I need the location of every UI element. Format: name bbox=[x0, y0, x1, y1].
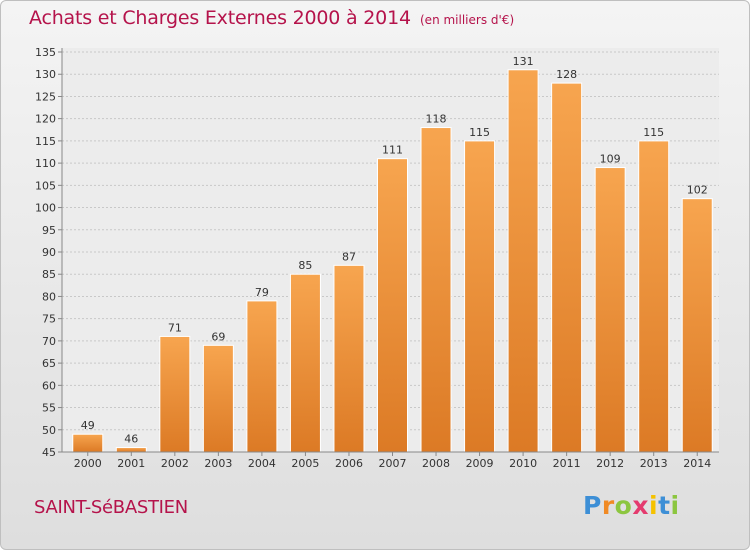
bar-2009 bbox=[464, 140, 496, 453]
bar-value-label: 102 bbox=[687, 184, 708, 197]
logo-letter: r bbox=[601, 491, 615, 520]
bar-value-label: 118 bbox=[426, 113, 447, 126]
bar-value-label: 69 bbox=[211, 330, 225, 343]
bar-2003 bbox=[202, 344, 234, 453]
y-tick-label: 45 bbox=[42, 446, 56, 459]
bar-value-label: 131 bbox=[513, 55, 534, 68]
y-tick-label: 125 bbox=[35, 90, 56, 103]
x-tick-label: 2008 bbox=[422, 457, 450, 470]
bar-value-label: 46 bbox=[124, 433, 138, 446]
bar-value-label: 87 bbox=[342, 250, 356, 263]
bar-2007 bbox=[377, 158, 408, 453]
y-tick-label: 130 bbox=[35, 68, 56, 81]
y-tick-label: 105 bbox=[35, 179, 56, 192]
y-tick-label: 85 bbox=[42, 268, 56, 281]
y-tick-label: 55 bbox=[42, 402, 56, 415]
bar-value-label: 115 bbox=[643, 126, 664, 139]
chart-title: Achats et Charges Externes 2000 à 2014 bbox=[29, 7, 411, 29]
logo-letter: i bbox=[670, 491, 680, 520]
bar-2008 bbox=[420, 127, 452, 453]
bar-2010 bbox=[507, 69, 539, 453]
bar-2011 bbox=[551, 82, 583, 453]
bar-2000 bbox=[72, 433, 104, 453]
commune-name: SAINT-SéBASTIEN bbox=[34, 497, 188, 518]
chart-unit-note: (en milliers d'€) bbox=[420, 13, 515, 27]
y-tick-label: 65 bbox=[42, 357, 56, 370]
bar-2014 bbox=[681, 198, 713, 453]
bar-value-label: 71 bbox=[168, 321, 182, 334]
bar-value-label: 111 bbox=[382, 144, 403, 157]
logo-letter: P bbox=[583, 491, 602, 520]
x-tick-label: 2009 bbox=[466, 457, 494, 470]
bar-value-label: 115 bbox=[469, 126, 490, 139]
bar-2005 bbox=[289, 273, 321, 453]
x-tick-label: 2012 bbox=[596, 457, 624, 470]
logo-letter: x bbox=[632, 491, 649, 520]
x-tick-label: 2013 bbox=[640, 457, 668, 470]
x-tick-label: 2002 bbox=[161, 457, 189, 470]
bar-value-label: 79 bbox=[255, 286, 269, 299]
logo-letter: t bbox=[658, 491, 671, 520]
x-tick-label: 2000 bbox=[74, 457, 102, 470]
y-tick-label: 60 bbox=[42, 379, 56, 392]
proxiti-logo: Proxiti bbox=[583, 491, 680, 520]
y-tick-label: 75 bbox=[42, 313, 56, 326]
y-tick-label: 110 bbox=[35, 157, 56, 170]
y-tick-label: 95 bbox=[42, 224, 56, 237]
logo-letter: i bbox=[649, 491, 659, 520]
y-tick-label: 50 bbox=[42, 424, 56, 437]
y-tick-label: 70 bbox=[42, 335, 56, 348]
bar-value-label: 85 bbox=[298, 259, 312, 272]
y-tick-label: 115 bbox=[35, 135, 56, 148]
x-tick-label: 2001 bbox=[117, 457, 145, 470]
bar-2012 bbox=[594, 167, 626, 453]
logo-letter: o bbox=[614, 491, 633, 520]
bar-2004 bbox=[246, 300, 278, 453]
x-tick-label: 2007 bbox=[379, 457, 407, 470]
bar-2013 bbox=[638, 140, 670, 453]
y-tick-label: 80 bbox=[42, 290, 56, 303]
y-tick-label: 120 bbox=[35, 113, 56, 126]
bar-value-label: 128 bbox=[556, 68, 577, 81]
x-tick-label: 2005 bbox=[291, 457, 319, 470]
x-tick-label: 2010 bbox=[509, 457, 537, 470]
y-tick-label: 135 bbox=[35, 46, 56, 59]
bar-2001 bbox=[115, 447, 147, 453]
bar-2002 bbox=[159, 335, 191, 453]
bar-value-label: 109 bbox=[600, 153, 621, 166]
x-tick-label: 2011 bbox=[553, 457, 581, 470]
x-tick-label: 2004 bbox=[248, 457, 276, 470]
y-tick-label: 100 bbox=[35, 202, 56, 215]
bar-value-label: 49 bbox=[81, 419, 95, 432]
x-tick-label: 2003 bbox=[204, 457, 232, 470]
x-tick-label: 2006 bbox=[335, 457, 363, 470]
y-tick-label: 90 bbox=[42, 246, 56, 259]
bar-2006 bbox=[333, 264, 365, 453]
x-tick-label: 2014 bbox=[683, 457, 711, 470]
